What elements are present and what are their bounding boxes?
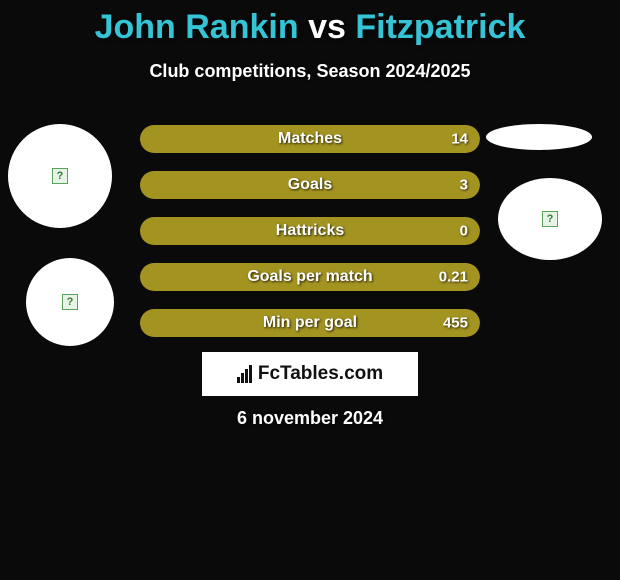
- stat-row: Matches 14: [140, 125, 480, 153]
- image-placeholder-icon: [52, 168, 68, 184]
- avatar-player2-oval: [498, 178, 602, 260]
- stats-table: Matches 14 Goals 3 Hattricks 0 Goals per match…: [140, 125, 480, 355]
- stat-label: Matches: [278, 130, 342, 148]
- player1-name: John Rankin: [95, 8, 299, 46]
- stat-label: Hattricks: [276, 222, 344, 240]
- avatar-player1-small: [26, 258, 114, 346]
- bar-chart-icon: [237, 365, 252, 383]
- stat-row: Min per goal 455: [140, 309, 480, 337]
- player2-name: Fitzpatrick: [355, 8, 525, 46]
- stat-value-right: 0.21: [439, 269, 468, 286]
- vs-text: vs: [308, 8, 346, 46]
- stat-row: Hattricks 0: [140, 217, 480, 245]
- avatar-player1-large: [8, 124, 112, 228]
- stat-label: Goals per match: [247, 268, 372, 286]
- page-title: John Rankin vs Fitzpatrick: [0, 0, 620, 47]
- stat-label: Goals: [288, 176, 332, 194]
- image-placeholder-icon: [542, 211, 558, 227]
- avatar-player2-ellipse: [486, 124, 592, 150]
- stat-value-right: 3: [460, 177, 468, 194]
- stat-label: Min per goal: [263, 314, 357, 332]
- stat-value-right: 14: [451, 131, 468, 148]
- brand-text: FcTables.com: [258, 363, 383, 385]
- stat-value-right: 0: [460, 223, 468, 240]
- subtitle: Club competitions, Season 2024/2025: [0, 61, 620, 82]
- stat-value-right: 455: [443, 315, 468, 332]
- stat-row: Goals per match 0.21: [140, 263, 480, 291]
- stat-row: Goals 3: [140, 171, 480, 199]
- image-placeholder-icon: [62, 294, 78, 310]
- brand-box: FcTables.com: [202, 352, 418, 396]
- date-text: 6 november 2024: [0, 408, 620, 429]
